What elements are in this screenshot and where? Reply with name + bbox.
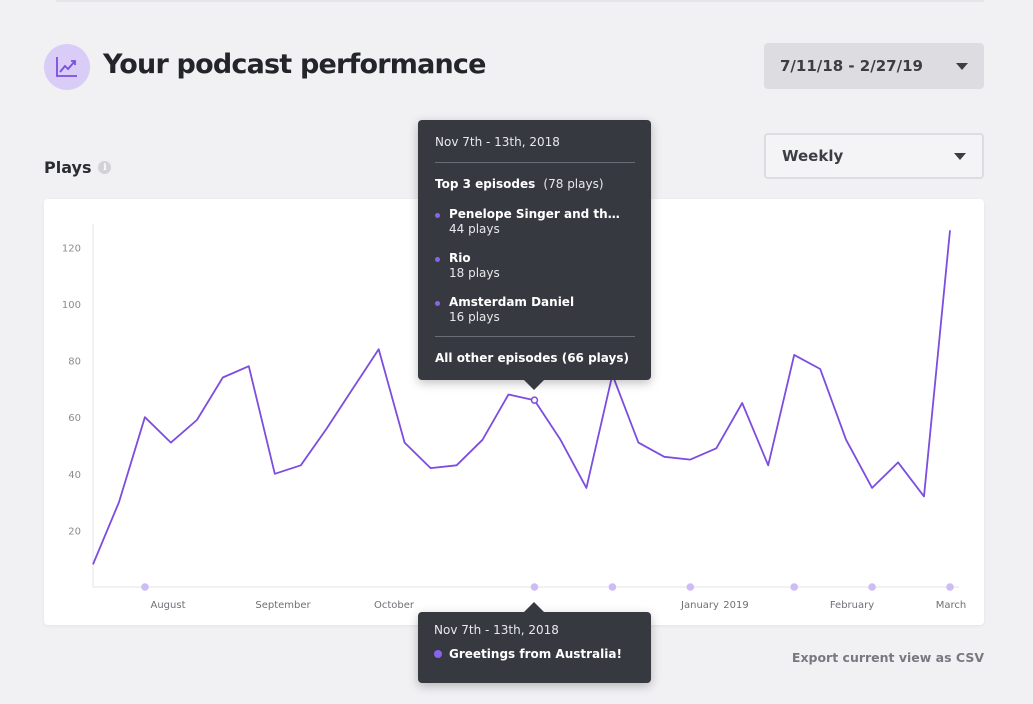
episode-note-marker[interactable] <box>608 583 617 591</box>
bullet-dot <box>435 301 440 306</box>
tooltip-heading-count: (78 plays) <box>543 177 604 191</box>
y-tick-label: 120 <box>62 243 81 254</box>
episode-name: Rio <box>449 251 471 265</box>
episode-plays: 18 plays <box>449 266 500 280</box>
top-divider <box>56 0 984 2</box>
note-text: Greetings from Australia! <box>449 647 622 661</box>
page-title: Your podcast performance <box>103 49 486 80</box>
y-tick-label: 100 <box>62 300 81 311</box>
episode-note-marker[interactable] <box>686 583 695 591</box>
x-tick-label: October <box>374 600 415 611</box>
episode-note-marker[interactable] <box>141 583 149 591</box>
episode-name: Amsterdam Daniel <box>449 295 575 309</box>
episode-name: Penelope Singer and the Ti… <box>449 207 625 221</box>
info-icon[interactable]: i <box>98 161 112 174</box>
plays-title: Plays <box>44 158 92 177</box>
y-tick-label: 20 <box>68 526 81 537</box>
episode-note-marker[interactable] <box>946 583 954 591</box>
episode-tooltip: Nov 7th - 13th, 2018 Top 3 episodes (78 … <box>418 120 651 390</box>
tooltip-date-range: Nov 7th - 13th, 2018 <box>435 135 560 149</box>
episode-note-marker[interactable] <box>530 583 539 591</box>
highlighted-data-point <box>530 396 539 404</box>
y-tick-label: 80 <box>68 357 81 368</box>
y-tick-label: 60 <box>68 413 81 424</box>
plays-line-chart[interactable]: 20 40 60 80 100 120 August September October Janu… <box>44 199 984 625</box>
tooltip-divider <box>435 162 635 163</box>
x-tick-label: February <box>830 600 874 611</box>
tooltip-arrow <box>524 380 544 390</box>
x-tick-label: September <box>255 600 311 611</box>
tooltip-heading: Top 3 episodes (78 plays) <box>435 177 604 191</box>
tooltip-other-episodes: All other episodes (66 plays) <box>435 351 629 365</box>
trending-up-icon <box>44 44 90 90</box>
tooltip-heading-title: Top 3 episodes <box>435 177 536 191</box>
chevron-down-icon <box>956 63 968 70</box>
tooltip-divider <box>435 336 635 337</box>
interval-dropdown[interactable]: Weekly <box>764 133 984 179</box>
x-tick-label: 2019 <box>723 600 748 611</box>
note-item[interactable]: Greetings from Australia! <box>434 647 622 661</box>
interval-value: Weekly <box>782 147 844 165</box>
episode-note-marker[interactable] <box>790 583 798 591</box>
bullet-dot <box>435 213 440 218</box>
bullet-dot <box>435 257 440 262</box>
export-csv-link[interactable]: Export current view as CSV <box>791 650 984 665</box>
plays-series-line <box>92 230 951 565</box>
x-tick-label: March <box>936 600 966 611</box>
date-range-dropdown[interactable]: 7/11/18 - 2/27/19 <box>764 43 984 89</box>
date-range-value: 7/11/18 - 2/27/19 <box>780 57 923 75</box>
y-tick-label: 40 <box>68 470 81 481</box>
episode-note-marker[interactable] <box>868 583 876 591</box>
chevron-down-icon <box>954 153 966 160</box>
x-tick-label: August <box>151 600 186 611</box>
plays-section-title: Plays i <box>44 158 112 177</box>
note-dot <box>434 649 442 658</box>
notes-date-range: Nov 7th - 13th, 2018 <box>434 623 559 637</box>
tooltip-arrow <box>524 602 544 612</box>
x-tick-label: January <box>680 600 719 611</box>
notes-tooltip: Nov 7th - 13th, 2018 Greetings from Aust… <box>418 602 651 683</box>
episode-plays: 44 plays <box>449 222 500 236</box>
episode-plays: 16 plays <box>449 310 500 324</box>
